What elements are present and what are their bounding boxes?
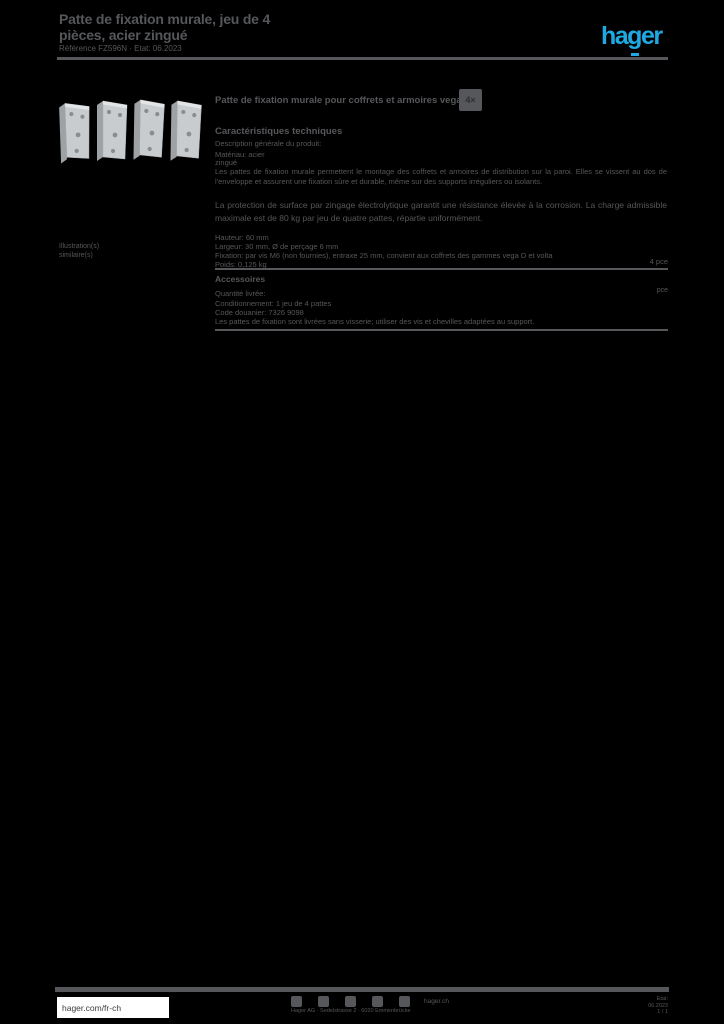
footer-meta-block: Etat: 06.2023 1 / 1 bbox=[648, 996, 668, 1016]
social-icons-row bbox=[291, 996, 410, 1007]
page-title-line2: pièces, acier zingué bbox=[59, 27, 188, 43]
accessories-row-label: Quantité livrée: bbox=[215, 289, 266, 298]
footer-meta-line1: Etat: bbox=[656, 996, 668, 1002]
margin-note-line2: similaire(s) bbox=[59, 252, 93, 259]
description-label: Description générale du produit: bbox=[215, 139, 322, 148]
spec-row-fixing: Fixation: par vis M6 (non fournies), ent… bbox=[215, 251, 553, 260]
accessories-row-value: pce bbox=[656, 287, 668, 294]
spec-row-height: Hauteur: 60 mm bbox=[215, 233, 269, 242]
accessories-line2: Code douanier: 7326 9098 bbox=[215, 308, 304, 317]
hager-logo[interactable]: hager bbox=[601, 22, 663, 50]
description-paragraph-2: La protection de surface par zingage éle… bbox=[215, 200, 667, 223]
wall-fixing-brackets-image bbox=[59, 99, 202, 164]
margin-note-line1: Illustration(s) bbox=[59, 243, 100, 250]
description-paragraph-1: Les pattes de fixation murale permettent… bbox=[215, 167, 667, 186]
quantity-badge-icon: 4× bbox=[459, 89, 482, 111]
bracket-4 bbox=[170, 100, 202, 161]
instagram-icon[interactable] bbox=[399, 996, 410, 1007]
header-divider bbox=[57, 57, 668, 60]
website-link-label: hager.com/fr-ch bbox=[62, 1002, 122, 1013]
specs-divider bbox=[215, 268, 668, 270]
product-photo bbox=[57, 92, 205, 168]
social-handle-label[interactable]: hager.ch bbox=[424, 998, 449, 1005]
company-address: Hager AG · Sedelstrasse 2 · 6020 Emmenbr… bbox=[291, 1008, 411, 1014]
page-subtitle: Référence FZ596N · Etat: 06.2023 bbox=[59, 44, 182, 53]
accessories-note: Les pattes de fixation sont livrées sans… bbox=[215, 317, 535, 326]
youtube-icon[interactable] bbox=[345, 996, 356, 1007]
spec-row-weight: Poids: 0,125 kg bbox=[215, 260, 267, 269]
bracket-3 bbox=[133, 99, 165, 160]
accessories-section-heading: Accessoires bbox=[215, 274, 266, 284]
facebook-icon[interactable] bbox=[291, 996, 302, 1007]
bracket-1 bbox=[59, 103, 90, 164]
twitter-icon[interactable] bbox=[318, 996, 329, 1007]
accessories-divider bbox=[215, 329, 668, 331]
website-link-box[interactable]: hager.com/fr-ch bbox=[57, 997, 169, 1018]
material-line2: zingué bbox=[215, 158, 238, 167]
linkedin-icon[interactable] bbox=[372, 996, 383, 1007]
specs-section-heading: Caractéristiques techniques bbox=[215, 126, 343, 137]
product-title: Patte de fixation murale pour coffrets e… bbox=[215, 95, 462, 106]
accessories-line1: Conditionnement: 1 jeu de 4 pattes bbox=[215, 299, 332, 308]
logo-registered-mark-icon bbox=[631, 53, 639, 56]
material-line1: Matériau: acier bbox=[215, 150, 265, 159]
footer-divider-bar bbox=[55, 987, 669, 992]
spec-quantity-value: 4 pce bbox=[649, 257, 668, 266]
spec-row-width: Largeur: 30 mm, Ø de perçage 6 mm bbox=[215, 242, 339, 251]
footer-meta-line2: 06.2023 bbox=[648, 1002, 668, 1009]
page-title-line1: Patte de fixation murale, jeu de 4 bbox=[59, 11, 271, 27]
bracket-2 bbox=[97, 100, 128, 161]
footer-meta-line3: 1 / 1 bbox=[657, 1009, 668, 1015]
